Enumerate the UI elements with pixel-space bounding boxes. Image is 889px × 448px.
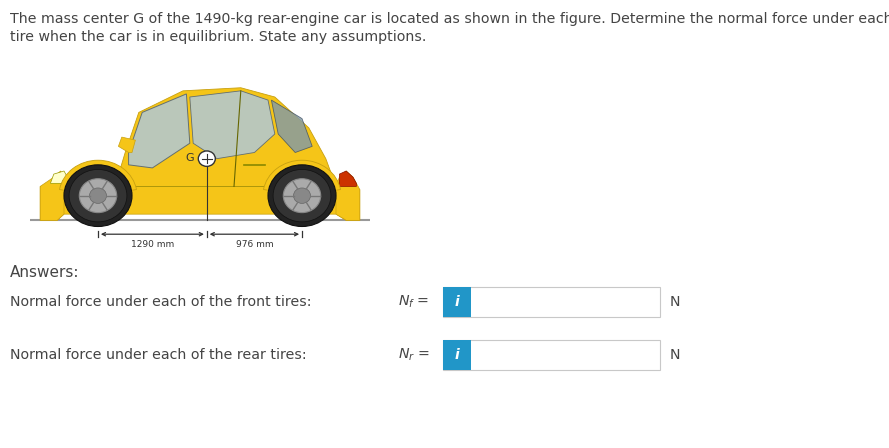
Polygon shape — [271, 100, 312, 152]
Circle shape — [198, 151, 215, 166]
Circle shape — [268, 165, 336, 227]
Polygon shape — [336, 171, 360, 220]
Text: $N_{f}$ =: $N_{f}$ = — [398, 294, 429, 310]
Circle shape — [90, 188, 107, 203]
Polygon shape — [40, 171, 64, 220]
Circle shape — [79, 179, 116, 213]
FancyBboxPatch shape — [443, 287, 660, 317]
Polygon shape — [51, 171, 68, 183]
Circle shape — [284, 179, 321, 213]
Text: 1290 mm: 1290 mm — [131, 240, 174, 249]
Text: G: G — [185, 153, 194, 163]
Polygon shape — [340, 171, 356, 186]
Polygon shape — [118, 137, 135, 152]
Text: N: N — [670, 348, 680, 362]
Text: The mass center G of the 1490-kg rear-engine car is located as shown in the figu: The mass center G of the 1490-kg rear-en… — [10, 12, 889, 26]
Text: 976 mm: 976 mm — [236, 240, 273, 249]
Text: tire when the car is in equilibrium. State any assumptions.: tire when the car is in equilibrium. Sta… — [10, 30, 427, 44]
Polygon shape — [115, 88, 336, 186]
Text: i: i — [454, 348, 460, 362]
Wedge shape — [60, 160, 137, 196]
FancyBboxPatch shape — [443, 287, 471, 317]
Polygon shape — [40, 186, 360, 220]
Wedge shape — [263, 160, 340, 196]
Text: Normal force under each of the front tires:: Normal force under each of the front tir… — [10, 295, 311, 309]
Polygon shape — [129, 94, 189, 168]
Circle shape — [69, 169, 127, 222]
Circle shape — [64, 165, 132, 227]
Text: Answers:: Answers: — [10, 265, 79, 280]
Circle shape — [273, 169, 331, 222]
Text: N: N — [670, 295, 680, 309]
FancyBboxPatch shape — [443, 340, 660, 370]
Text: $N_{r}$ =: $N_{r}$ = — [398, 347, 430, 363]
Circle shape — [293, 188, 310, 203]
FancyBboxPatch shape — [443, 340, 471, 370]
Text: i: i — [454, 295, 460, 309]
Polygon shape — [189, 91, 275, 159]
Text: Normal force under each of the rear tires:: Normal force under each of the rear tire… — [10, 348, 307, 362]
